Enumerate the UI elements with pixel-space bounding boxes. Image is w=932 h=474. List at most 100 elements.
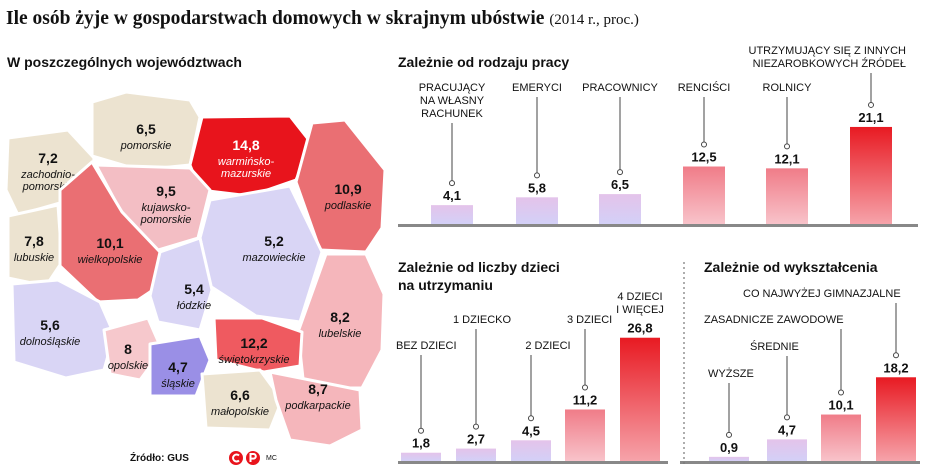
children-leader-dot-0 bbox=[418, 427, 424, 434]
education-value-label-3: 18,2 bbox=[883, 360, 908, 375]
children-bar-3-dzieci bbox=[565, 409, 605, 461]
children-category-label-4: 4 DZIECI I WIĘCEJ bbox=[616, 291, 664, 316]
children-value-label-3: 11,2 bbox=[573, 392, 598, 407]
region-name-malopolskie: małopolskie bbox=[211, 406, 269, 418]
work-category-label-5: UTRZYMUJĄCY SIĘ Z INNYCH NIEZAROBKOWYCH Ź… bbox=[749, 45, 907, 70]
region-mazowieckie: 5,2 mazowieckie bbox=[198, 184, 324, 324]
work-category-label-0: PRACUJĄCY NA WŁASNY RACHUNEK bbox=[419, 82, 486, 120]
chart-title: Ile osób żyje w gospodarstwach domowych … bbox=[6, 8, 639, 30]
education-bar-zasadnicze-zawodowe bbox=[821, 414, 861, 461]
children-value-label-0: 1,8 bbox=[412, 436, 430, 451]
region-value-lodzkie: 5,4 bbox=[184, 281, 204, 297]
region-value-opolskie: 8 bbox=[124, 341, 132, 357]
children-bar-group-3: 11,2 3 DZIECI bbox=[565, 314, 612, 461]
region-shape-podlaskie bbox=[294, 118, 387, 254]
map-title: W poszczególnych województwach bbox=[7, 54, 242, 70]
work-leader-dot-0 bbox=[449, 180, 455, 187]
children-leader-dot-2 bbox=[528, 415, 534, 422]
education-category-label-3: CO NAJWYŻEJ GIMNAZJALNE bbox=[743, 287, 901, 300]
education-leader-dot-0 bbox=[726, 431, 732, 438]
work-bar-emeryci bbox=[516, 197, 558, 224]
region-pomorskie: 6,5 pomorskie bbox=[90, 90, 202, 172]
region-value-podlaskie: 10,9 bbox=[334, 181, 361, 197]
chart-subtitle: (2014 r., proc.) bbox=[549, 12, 639, 28]
credit: MC bbox=[228, 450, 277, 466]
region-wielkopolskie: 10,1 wielkopolskie bbox=[58, 160, 170, 304]
region-podlaskie: 10,9 podlaskie bbox=[294, 118, 387, 254]
education-value-label-1: 4,7 bbox=[778, 422, 796, 437]
region-name-swietokrzyskie: świętokrzyskie bbox=[219, 354, 290, 366]
title-text: Ile osób żyje w gospodarstwach domowych … bbox=[6, 8, 545, 29]
source-note: Źródło: GUS bbox=[130, 453, 189, 464]
region-value-wielkopolskie: 10,1 bbox=[96, 235, 123, 251]
education-bar-group-2: 10,1 ZASADNICZE ZAWODOWE bbox=[704, 314, 861, 461]
work-leader-dot-1 bbox=[534, 172, 540, 179]
work-bar-pracujacy-na-wlasny-rachunek bbox=[431, 205, 473, 224]
region-value-lubuskie: 7,8 bbox=[24, 233, 44, 249]
work-leader-dot-5 bbox=[868, 101, 874, 108]
education-value-label-2: 10,1 bbox=[828, 398, 853, 413]
region-name-mazowieckie: mazowieckie bbox=[243, 252, 306, 264]
education-bar-srednie bbox=[767, 439, 807, 461]
education-category-label-1: ŚREDNIE bbox=[750, 340, 799, 353]
work-baseline bbox=[398, 224, 918, 227]
education-bar-group-3: 18,2 CO NAJWYŻEJ GIMNAZJALNE bbox=[743, 287, 916, 461]
children-bar-group-1: 2,7 1 DZIECKO bbox=[453, 314, 512, 461]
children-bar-group-2: 4,5 2 DZIECI bbox=[511, 340, 571, 461]
children-value-label-1: 2,7 bbox=[467, 432, 485, 447]
children-bar-bez-dzieci bbox=[401, 452, 441, 461]
work-category-label-4: ROLNICY bbox=[763, 82, 813, 94]
work-bar-group-3: 12,5 RENCIŚCI bbox=[678, 81, 731, 224]
region-value-zachodnio-pomorskie: 7,2 bbox=[38, 150, 58, 166]
region-name-podlaskie: podlaskie bbox=[324, 200, 371, 212]
work-value-label-4: 12,1 bbox=[774, 151, 799, 166]
work-category-label-1: EMERYCI bbox=[512, 82, 562, 94]
children-bar-1-dziecko bbox=[456, 448, 496, 461]
region-shape-lubuskie bbox=[6, 203, 64, 288]
region-name-dolnoslaskie: dolnośląskie bbox=[20, 336, 81, 348]
region-lubelskie: 8,2 lubelskie bbox=[296, 252, 386, 390]
region-shape-podkarpackie bbox=[268, 370, 364, 448]
region-value-warminsko-mazurskie: 14,8 bbox=[232, 137, 259, 153]
author-initials: MC bbox=[266, 454, 277, 462]
work-category-label-3: RENCIŚCI bbox=[678, 81, 731, 94]
region-swietokrzyskie: 12,2 świętokrzyskie bbox=[212, 316, 304, 374]
children-category-label-0: BEZ DZIECI bbox=[396, 340, 457, 352]
region-shape-malopolskie bbox=[200, 368, 284, 432]
children-category-label-1: 1 DZIECKO bbox=[453, 314, 512, 326]
work-value-label-0: 4,1 bbox=[443, 188, 461, 203]
education-baseline bbox=[680, 461, 920, 464]
region-value-podkarpackie: 8,7 bbox=[308, 381, 328, 397]
region-value-pomorskie: 6,5 bbox=[136, 121, 156, 137]
education-leader-dot-3 bbox=[893, 352, 899, 359]
children-baseline bbox=[398, 461, 668, 464]
children-bar-2-dzieci bbox=[511, 440, 551, 461]
region-name-kujawsko-pomorskie: kujawsko-pomorskie bbox=[140, 202, 192, 226]
education-bar-wyzsze bbox=[709, 456, 749, 461]
work-bar-group-4: 12,1 ROLNICY bbox=[763, 82, 813, 224]
work-bar-rolnicy bbox=[766, 168, 808, 224]
work-value-label-3: 12,5 bbox=[691, 150, 716, 165]
region-shape-swietokrzyskie bbox=[212, 316, 304, 374]
work-leader-dot-3 bbox=[701, 141, 707, 148]
children-leader-dot-3 bbox=[582, 384, 588, 391]
children-leader-dot-1 bbox=[473, 423, 479, 430]
region-value-swietokrzyskie: 12,2 bbox=[240, 335, 267, 351]
region-name-pomorskie: pomorskie bbox=[120, 140, 172, 152]
work-bar-rencisci bbox=[683, 166, 725, 224]
work-leader-dot-4 bbox=[784, 143, 790, 150]
work-bar-group-5: 21,1 UTRZYMUJĄCY SIĘ Z INNYCH NIEZAROBKOWY… bbox=[749, 45, 907, 224]
region-value-dolnoslaskie: 5,6 bbox=[40, 317, 60, 333]
work-value-label-5: 21,1 bbox=[858, 110, 883, 125]
region-name-podkarpackie: podkarpackie bbox=[284, 400, 350, 412]
education-value-label-0: 0,9 bbox=[720, 440, 738, 455]
education-category-label-2: ZASADNICZE ZAWODOWE bbox=[704, 314, 844, 326]
region-name-lubelskie: lubelskie bbox=[319, 328, 362, 340]
education-category-label-0: WYŻSZE bbox=[708, 367, 754, 380]
education-leader-dot-1 bbox=[784, 414, 790, 421]
work-bar-utrzymujacy-sie-z-innych-niezarobkowych-zrodel bbox=[850, 126, 892, 224]
region-value-slaskie: 4,7 bbox=[168, 359, 188, 375]
education-chart-title: Zależnie od wykształcenia bbox=[704, 259, 878, 275]
children-value-label-4: 26,8 bbox=[627, 321, 652, 336]
